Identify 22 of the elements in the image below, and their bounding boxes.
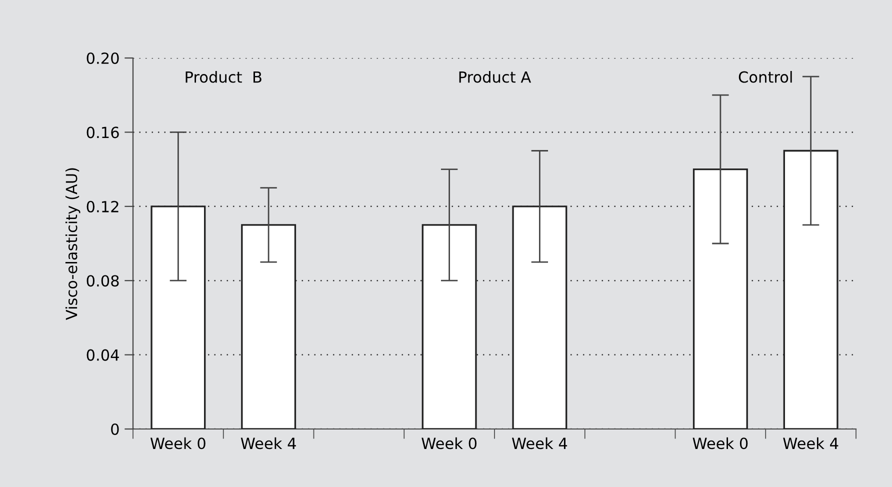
annotation: Product A [459, 70, 532, 83]
x-tick-label: Week 0 [692, 437, 748, 450]
y-tick-label: 0.16 [86, 126, 119, 138]
bar [783, 150, 838, 429]
bar [422, 224, 477, 429]
x-tick-label: Week 4 [783, 437, 838, 450]
annotation: Control [738, 70, 792, 83]
y-axis-title: Visco-elasticity (AU) [65, 168, 80, 320]
y-tick-label: 0.20 [86, 52, 119, 64]
y-tick-label: 0.08 [86, 275, 119, 287]
y-tick-label: 0 [111, 423, 119, 436]
x-tick-label: Week 4 [512, 437, 568, 450]
x-tick-label: Week 4 [240, 437, 296, 450]
x-tick-label: Week 0 [150, 437, 206, 450]
bar [241, 224, 296, 429]
x-tick-label: Week 0 [422, 437, 477, 450]
y-tick-label: 0.12 [86, 200, 118, 212]
bar [512, 206, 568, 429]
y-tick-label: 0.04 [86, 349, 119, 361]
bar [692, 168, 748, 429]
annotation: Product B [186, 70, 262, 83]
bar [150, 206, 206, 429]
